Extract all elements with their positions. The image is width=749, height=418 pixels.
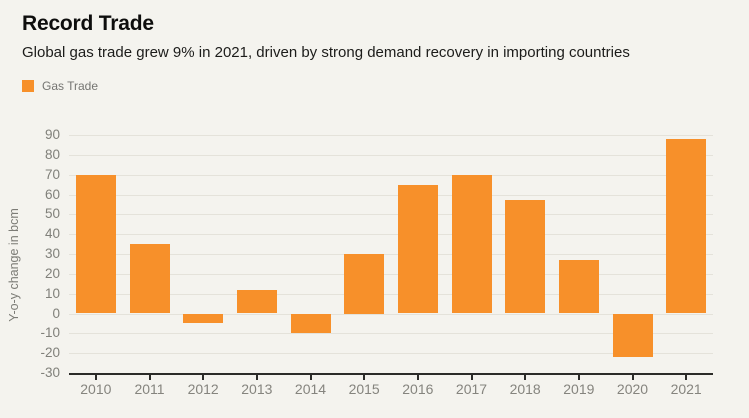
x-axis-tick [94, 375, 97, 380]
x-tick-label: 2011 [134, 381, 165, 397]
y-tick-label: -30 [40, 365, 60, 380]
y-tick-label: 60 [44, 186, 60, 202]
gridline [69, 254, 713, 255]
y-tick-label: 30 [44, 246, 60, 261]
y-tick-label: -20 [40, 345, 60, 361]
gridline [69, 293, 713, 295]
bar-2019 [558, 259, 599, 314]
y-tick-label: 0 [52, 305, 60, 321]
x-axis-tick [524, 375, 527, 380]
y-tick-label: 80 [44, 146, 60, 162]
gridline [69, 353, 713, 355]
x-tick-label: 2017 [455, 381, 488, 397]
legend: Gas Trade [22, 79, 98, 93]
bar-2013 [236, 289, 277, 314]
x-axis-tick [416, 375, 419, 380]
x-tick-label: 2015 [348, 381, 380, 397]
gridline [69, 333, 713, 335]
x-tick-label: 2016 [402, 381, 434, 397]
bar-2016 [397, 184, 438, 314]
x-axis-tick [309, 375, 312, 380]
legend-label: Gas Trade [42, 79, 99, 93]
bar-2021 [666, 138, 707, 314]
x-axis-line [69, 373, 713, 375]
x-tick-label: 2018 [509, 381, 541, 397]
x-tick-label: 2014 [294, 381, 327, 397]
gridline [69, 135, 713, 136]
x-axis-tick [631, 375, 634, 380]
bar-2015 [344, 254, 385, 314]
bar-2017 [451, 174, 492, 314]
x-axis-tick [363, 375, 366, 380]
gridline [69, 273, 713, 275]
x-axis-tick [577, 375, 580, 380]
gridline [69, 214, 713, 216]
y-tick-label: 90 [44, 127, 60, 142]
bar-2010 [75, 174, 116, 314]
gridline [69, 234, 713, 236]
y-tick-label: 50 [44, 206, 60, 222]
y-tick-label: -10 [40, 325, 60, 341]
y-tick-label: 20 [44, 265, 60, 281]
chart-subtitle: Global gas trade grew 9% in 2021, driven… [22, 44, 630, 61]
x-axis-tick [202, 375, 205, 380]
x-tick-label: 2013 [241, 381, 273, 397]
gridline [69, 154, 713, 156]
x-axis-tick [148, 375, 151, 380]
x-tick-label: 2012 [187, 381, 219, 397]
gridline [69, 313, 713, 315]
chart-title: Record Trade [22, 12, 154, 35]
gridline [69, 174, 713, 176]
x-axis-tick [255, 375, 258, 380]
x-axis-tick [685, 375, 688, 380]
bar-2020 [612, 313, 653, 358]
bar-2014 [290, 313, 331, 334]
y-tick-label: 10 [44, 285, 60, 301]
y-tick-label: 40 [44, 226, 60, 242]
bar-2012 [183, 313, 224, 324]
x-tick-label: 2019 [563, 381, 595, 397]
x-axis-tick [470, 375, 473, 380]
y-tick-label: 70 [44, 166, 60, 182]
gridline [69, 194, 713, 196]
x-tick-label: 2010 [80, 381, 112, 397]
bar-2011 [129, 244, 170, 314]
legend-swatch-icon [22, 80, 34, 92]
x-tick-label: 2021 [670, 381, 702, 397]
bar-2018 [505, 200, 546, 314]
x-tick-label: 2020 [616, 381, 649, 397]
